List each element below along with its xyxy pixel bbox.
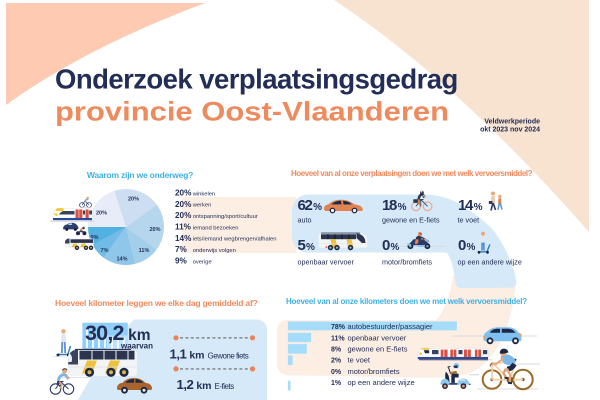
svg-text:9%: 9% xyxy=(175,257,188,266)
svg-text:iemand bezoeken: iemand bezoeken xyxy=(193,225,239,231)
svg-text:20%: 20% xyxy=(175,189,192,198)
svg-text:20%: 20% xyxy=(96,211,107,217)
svg-text:5%: 5% xyxy=(298,237,316,254)
svg-text:11%: 11% xyxy=(175,223,192,232)
svg-text:0%: 0% xyxy=(382,237,400,254)
svg-text:8%: 8% xyxy=(331,347,342,354)
svg-text:20%: 20% xyxy=(149,227,160,233)
svg-text:auto: auto xyxy=(298,215,312,224)
svg-text:openbaar vervoer: openbaar vervoer xyxy=(348,333,407,342)
svg-text:2%: 2% xyxy=(331,358,342,365)
svg-text:62%: 62% xyxy=(298,197,323,214)
svg-text:Onderzoek verplaatsingsgedrag: Onderzoek verplaatsingsgedrag xyxy=(55,64,458,95)
svg-text:waarvan: waarvan xyxy=(120,341,153,350)
svg-text:te voet: te voet xyxy=(348,356,371,365)
svg-text:20%: 20% xyxy=(128,197,139,203)
svg-text:openbaar vervoer: openbaar vervoer xyxy=(298,257,355,266)
svg-text:18%: 18% xyxy=(382,197,407,214)
svg-text:ontspanning/sport/cultuur: ontspanning/sport/cultuur xyxy=(193,214,258,220)
svg-text:Hoeveel van al onze verplaatsi: Hoeveel van al onze verplaatsingen doen … xyxy=(291,169,533,178)
svg-text:provincie Oost-Vlaanderen: provincie Oost-Vlaanderen xyxy=(55,97,449,127)
svg-text:11%: 11% xyxy=(331,335,345,342)
svg-text:te voet: te voet xyxy=(458,215,480,224)
svg-text:op een andere wijze: op een andere wijze xyxy=(348,378,415,387)
svg-text:Hoeveel van al onze kilometers: Hoeveel van al onze kilometers doen we m… xyxy=(286,297,527,306)
svg-text:iets/iemand wegbrengen/afhalen: iets/iemand wegbrengen/afhalen xyxy=(193,237,277,243)
svg-text:14%: 14% xyxy=(175,234,192,243)
svg-text:14%: 14% xyxy=(458,197,483,214)
svg-text:1%: 1% xyxy=(331,380,342,387)
svg-text:9%: 9% xyxy=(91,235,99,241)
svg-text:winkelen: winkelen xyxy=(192,191,216,197)
svg-text:0%: 0% xyxy=(331,369,342,376)
svg-text:gewone en E-fiets: gewone en E-fiets xyxy=(348,345,408,354)
svg-text:motor/bromfiets: motor/bromfiets xyxy=(382,257,432,266)
svg-text:0%: 0% xyxy=(458,237,476,254)
svg-text:20%: 20% xyxy=(175,211,192,220)
svg-text:op een andere wijze: op een andere wijze xyxy=(458,257,522,266)
svg-text:7%: 7% xyxy=(175,245,188,254)
svg-text:78%: 78% xyxy=(331,324,346,331)
svg-text:motor/bromfiets: motor/bromfiets xyxy=(348,367,400,376)
svg-text:overige: overige xyxy=(193,259,212,265)
svg-text:gewone en E-fiets: gewone en E-fiets xyxy=(382,215,440,224)
svg-text:Waarom zijn we onderweg?: Waarom zijn we onderweg? xyxy=(87,170,193,180)
svg-text:onderwijs volgen: onderwijs volgen xyxy=(193,248,236,254)
svg-text:7%: 7% xyxy=(101,248,109,254)
svg-text:20%: 20% xyxy=(175,200,192,209)
svg-text:11%: 11% xyxy=(139,248,150,254)
svg-text:autobestuurder/passagier: autobestuurder/passagier xyxy=(348,322,434,331)
svg-text:Veldwerkperiode: Veldwerkperiode xyxy=(484,119,540,126)
svg-text:okt 2023 nov 2024: okt 2023 nov 2024 xyxy=(480,127,540,134)
svg-text:Hoeveel kilometer leggen we el: Hoeveel kilometer leggen we elke dag gem… xyxy=(55,298,258,308)
svg-text:14%: 14% xyxy=(116,257,127,263)
svg-text:werken: werken xyxy=(192,203,212,209)
